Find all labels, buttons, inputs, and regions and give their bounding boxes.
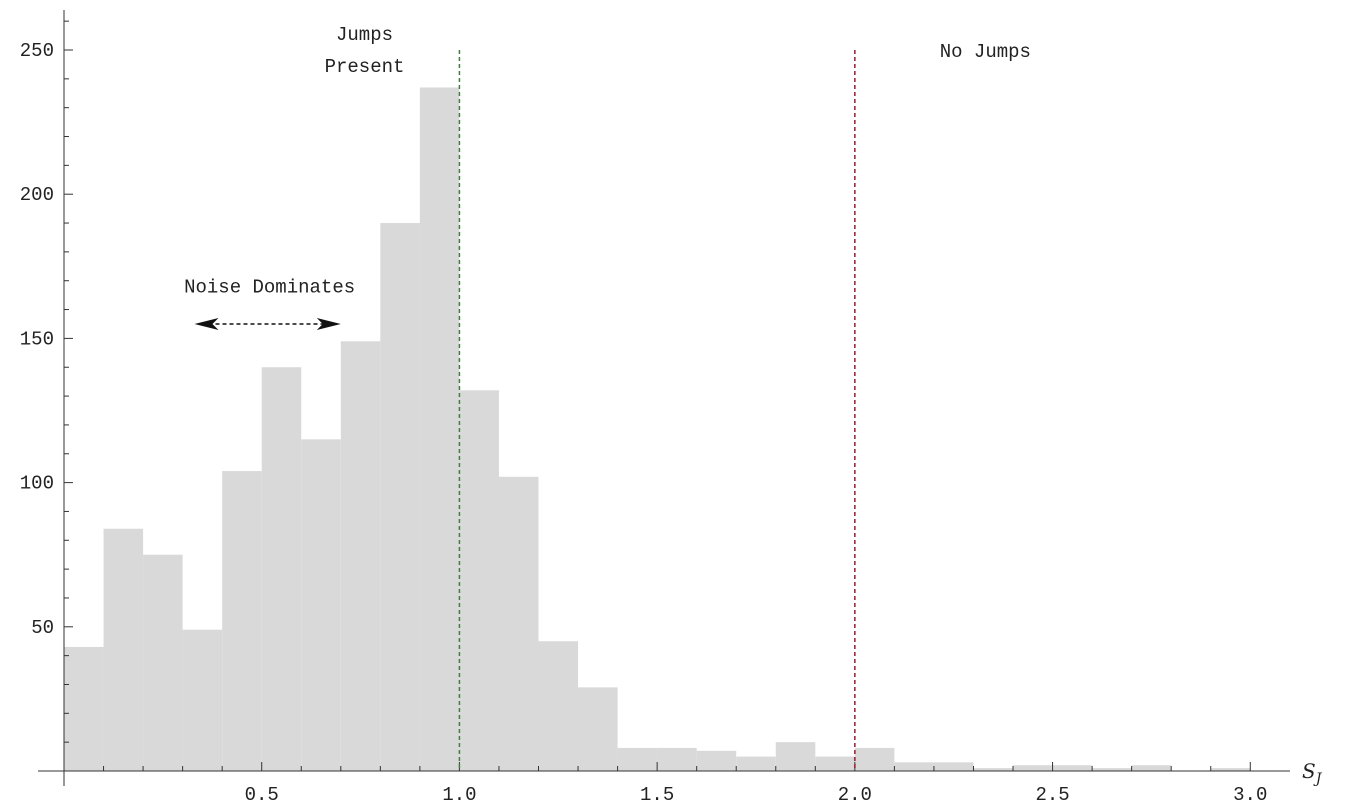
x-tick-label: 1.0 — [442, 784, 476, 805]
x-tick-label: 2.5 — [1035, 784, 1069, 805]
histogram-bar — [182, 629, 223, 771]
histogram-bar — [419, 87, 460, 771]
y-tick-label: 100 — [20, 473, 54, 495]
histogram-bar — [854, 747, 895, 771]
no-jumps-label: No Jumps — [940, 41, 1031, 63]
histogram-bar — [64, 646, 104, 771]
y-axis-ticks: 50 100 150 200 250 — [20, 20, 73, 743]
noise-dominates-label: Noise Dominates — [184, 276, 355, 298]
x-tick-label: 3.0 — [1233, 784, 1267, 805]
histogram-bar — [340, 341, 381, 771]
histogram-bar — [617, 747, 658, 771]
histogram-bar — [538, 641, 579, 771]
histogram-bar — [222, 471, 262, 771]
x-axis-label-subscript: J — [1313, 771, 1323, 787]
jumps-present-label-line2: Present — [325, 56, 405, 78]
histogram-bar — [261, 367, 302, 771]
y-tick-label: 50 — [31, 617, 54, 639]
histogram-bar — [498, 476, 539, 771]
histogram-bar — [736, 756, 776, 771]
noise-arrow-head-right — [316, 317, 341, 330]
histogram-bar — [380, 223, 420, 772]
noise-dominates-arrow — [194, 317, 341, 330]
histogram-bar — [1052, 765, 1093, 771]
x-axis-label-main: S — [1302, 759, 1316, 783]
axes: 0.5 1.0 1.5 2.0 2.5 3.0 50 100 150 200 250 — [20, 10, 1290, 805]
x-tick-label: 0.5 — [245, 784, 279, 805]
x-tick-label: 2.0 — [838, 784, 872, 805]
histogram-bar — [815, 756, 855, 771]
histogram-bar — [657, 747, 697, 771]
jumps-present-label-line1: Jumps — [336, 24, 393, 46]
y-tick-label: 200 — [20, 184, 54, 206]
histogram-bar — [696, 750, 737, 771]
histogram-bar — [894, 762, 934, 771]
histogram-bar — [578, 687, 618, 771]
y-tick-label: 150 — [20, 328, 54, 350]
noise-arrow-head-left — [194, 317, 219, 330]
reference-lines — [458, 50, 856, 771]
histogram-bar — [1092, 768, 1132, 771]
x-tick-label: 1.5 — [640, 784, 674, 805]
histogram-bar — [1013, 765, 1053, 771]
histogram-bar — [933, 762, 974, 771]
histogram-bar — [103, 528, 144, 771]
y-tick-label: 250 — [20, 40, 54, 62]
histogram-bar — [459, 390, 499, 771]
histogram-bar — [1210, 768, 1251, 771]
x-axis-label: SJ — [1302, 759, 1323, 787]
histogram-bar — [775, 742, 816, 771]
histogram-bar — [143, 554, 183, 771]
histogram-bar — [973, 768, 1014, 771]
histogram-bar — [1131, 765, 1172, 771]
histogram-bars — [64, 87, 1251, 772]
histogram-bar — [301, 439, 341, 771]
